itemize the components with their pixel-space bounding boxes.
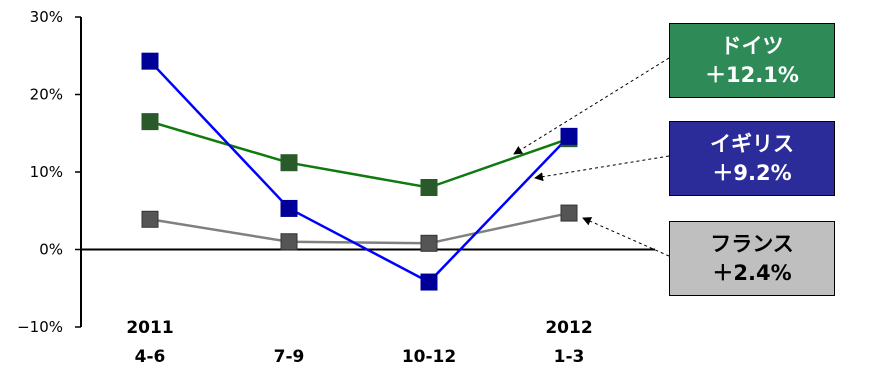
y-tick-label: 10% xyxy=(30,163,63,181)
x-tick-label-period: 7-9 xyxy=(274,347,305,367)
data-point-uk xyxy=(141,52,159,70)
series-layer xyxy=(141,52,578,291)
axes: 30% 20% 10% 0% −10% 2011 4-6 7-9 10-12 2012 1-3 xyxy=(17,8,655,367)
legend-box-uk: イギリス ＋9.2% xyxy=(669,121,835,196)
x-tick-label-period: 1-3 xyxy=(554,347,585,367)
legend-label-uk: イギリス xyxy=(710,131,794,156)
callout-arrows xyxy=(513,57,670,257)
y-tick-label: 30% xyxy=(30,8,63,26)
callout-arrow-uk xyxy=(534,155,670,182)
y-tick-label: 20% xyxy=(30,86,63,104)
legend-change-germany: ＋12.1% xyxy=(705,62,799,87)
data-point-germany xyxy=(280,154,298,172)
data-point-uk xyxy=(420,273,438,291)
data-point-germany xyxy=(141,113,159,131)
y-tick-label: 0% xyxy=(39,241,63,259)
data-point-france xyxy=(141,210,159,228)
x-tick-label-period: 10-12 xyxy=(402,347,456,367)
legend-change-france: ＋2.4% xyxy=(712,260,792,285)
x-tick-label-year: 2011 xyxy=(126,318,173,338)
y-tick-label: −10% xyxy=(17,318,63,336)
legend-label-germany: ドイツ xyxy=(720,33,784,58)
x-tick-label-period: 4-6 xyxy=(135,347,166,367)
legend-change-uk: ＋9.2% xyxy=(712,160,792,185)
legend-box-germany: ドイツ ＋12.1% xyxy=(669,23,835,98)
data-point-uk xyxy=(280,199,298,217)
legend-box-france: フランス ＋2.4% xyxy=(669,221,835,296)
data-point-uk xyxy=(560,127,578,145)
series-line-germany xyxy=(149,120,570,189)
callout-arrow-germany xyxy=(513,57,670,155)
data-point-germany xyxy=(420,179,438,196)
legend-label-france: フランス xyxy=(710,231,794,256)
callout-arrow-france xyxy=(582,217,670,257)
data-point-france xyxy=(560,204,578,222)
x-tick-label-year: 2012 xyxy=(545,318,592,338)
data-point-france xyxy=(280,233,298,251)
series-line-france xyxy=(149,211,570,245)
data-point-france xyxy=(420,234,438,252)
series-line-uk xyxy=(149,60,570,284)
